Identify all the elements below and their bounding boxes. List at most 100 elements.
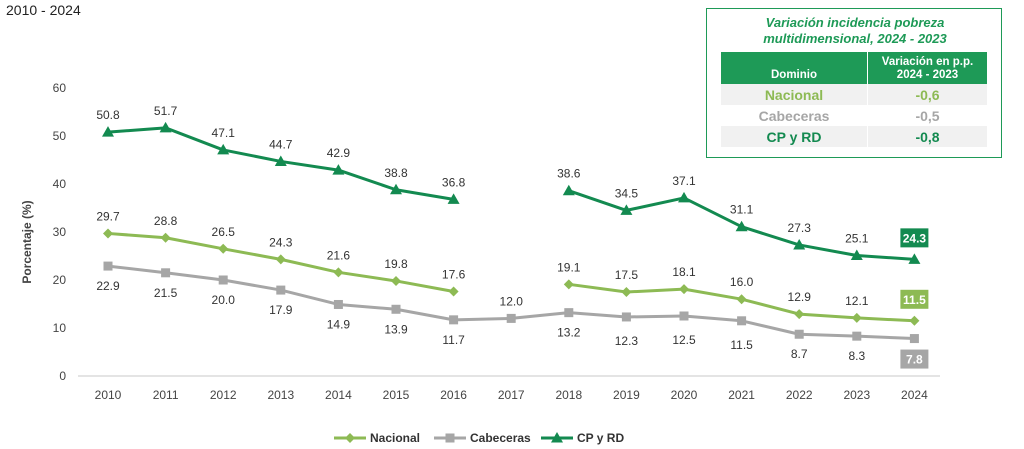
nacional-data-label: 18.1 bbox=[672, 265, 696, 279]
cpyrd-data-label: 25.1 bbox=[845, 232, 869, 246]
cpyrd-data-label: 38.6 bbox=[557, 167, 581, 181]
cabeceras-data-label: 11.7 bbox=[442, 333, 465, 347]
cpyrd-data-label: 31.1 bbox=[730, 203, 754, 217]
nacional-point bbox=[391, 275, 401, 286]
cabeceras-data-label: 12.0 bbox=[500, 294, 524, 308]
cpyrd-point bbox=[274, 155, 287, 166]
cabeceras-data-label: 12.3 bbox=[615, 334, 639, 348]
cabeceras-data-label: 21.5 bbox=[154, 286, 178, 300]
x-tick-label: 2015 bbox=[383, 388, 410, 402]
x-tick-label: 2018 bbox=[555, 388, 582, 402]
summary-box-title: Variación incidencia pobreza multidimens… bbox=[707, 15, 1003, 47]
x-tick-label: 2011 bbox=[153, 388, 179, 402]
cpyrd-data-label: 44.7 bbox=[269, 137, 293, 151]
cpyrd-point bbox=[102, 126, 114, 137]
cpyrd-data-label: 47.1 bbox=[212, 126, 236, 140]
cpyrd-data-label: 38.8 bbox=[384, 166, 408, 180]
chart-legend: Nacional Cabeceras CP y RD bbox=[334, 431, 624, 445]
row-valor: -0,6 bbox=[867, 84, 987, 105]
cabeceras-data-label: 13.2 bbox=[557, 326, 581, 340]
cpyrd-data-label: 51.7 bbox=[154, 104, 178, 118]
summary-title-line1: Variación incidencia pobreza bbox=[765, 15, 945, 30]
nacional-legend-marker bbox=[345, 433, 355, 443]
cabeceras-point bbox=[679, 311, 689, 321]
y-axis-title: Porcentaje (%) bbox=[20, 200, 34, 283]
y-tick-label: 30 bbox=[53, 225, 67, 239]
row-dominio: CP y RD bbox=[721, 126, 868, 147]
nacional-data-label: 24.3 bbox=[269, 235, 293, 249]
nacional-point bbox=[160, 232, 171, 243]
x-tick-label: 2014 bbox=[325, 388, 352, 402]
cpyrd-data-label: 24.3 bbox=[903, 231, 927, 245]
nacional-legend-label: Nacional bbox=[370, 431, 420, 445]
nacional-data-label: 28.8 bbox=[154, 214, 178, 228]
cpyrd-point bbox=[678, 191, 690, 203]
cabeceras-legend-marker bbox=[445, 433, 455, 443]
nacional-point bbox=[909, 315, 920, 326]
cpyrd-final-label-box bbox=[900, 228, 929, 248]
x-tick-label: 2013 bbox=[267, 388, 294, 402]
nacional-data-label: 19.8 bbox=[384, 257, 408, 271]
cabeceras-point bbox=[218, 275, 228, 285]
nacional-point bbox=[851, 312, 862, 323]
x-tick-label: 2016 bbox=[440, 388, 467, 402]
chart-data-labels: 29.7 28.8 26.5 24.3 21.6 19.8 17.6 19.1 17.5 18.1… bbox=[96, 104, 929, 369]
nacional-data-label: 17.6 bbox=[442, 268, 466, 282]
summary-box: Variación incidencia pobreza multidimens… bbox=[706, 8, 1002, 158]
chart-axes: 0 10 20 30 40 50 60 2010 2011 2012 2013 2014 2015 201… bbox=[20, 81, 940, 402]
cabeceras-legend-label: Cabeceras bbox=[470, 431, 531, 445]
nacional-data-label: 17.5 bbox=[615, 268, 639, 282]
nacional-data-label: 19.1 bbox=[557, 260, 581, 274]
cpyrd-data-label: 42.9 bbox=[327, 146, 351, 160]
row-valor: -0,5 bbox=[867, 105, 987, 126]
nacional-final-label-box bbox=[900, 289, 929, 309]
y-tick-label: 60 bbox=[53, 81, 67, 95]
cabeceras-data-label: 11.5 bbox=[730, 338, 753, 352]
header-variacion-line2: 2024 - 2023 bbox=[896, 69, 959, 81]
cabeceras-point bbox=[737, 316, 747, 326]
y-tick-label: 0 bbox=[59, 369, 66, 383]
cpyrd-legend-marker bbox=[551, 432, 563, 443]
cpyrd-data-label: 50.8 bbox=[96, 108, 120, 122]
cpyrd-data-label: 34.5 bbox=[615, 186, 639, 200]
cpyrd-point bbox=[447, 193, 460, 204]
cabeceras-point bbox=[794, 329, 804, 339]
nacional-data-label: 12.9 bbox=[788, 290, 812, 304]
header-variacion: Variación en p.p. 2024 - 2023 bbox=[867, 52, 987, 84]
cpyrd-legend-label: CP y RD bbox=[577, 431, 624, 445]
cabeceras-point bbox=[449, 315, 459, 325]
cpyrd-data-label: 37.1 bbox=[672, 174, 696, 188]
cabeceras-data-label: 13.9 bbox=[384, 322, 408, 336]
cpyrd-point bbox=[620, 204, 633, 215]
x-tick-label: 2021 bbox=[728, 388, 755, 402]
chart-subtitle: 2010 - 2024 bbox=[6, 2, 81, 18]
y-tick-label: 50 bbox=[53, 129, 67, 143]
cpyrd-point bbox=[390, 183, 402, 195]
cabeceras-point bbox=[621, 312, 631, 322]
cabeceras-final-label-box bbox=[900, 349, 929, 369]
cabeceras-point bbox=[333, 299, 343, 309]
cabeceras-point bbox=[103, 261, 113, 271]
nacional-data-label: 12.1 bbox=[845, 294, 869, 308]
x-tick-label: 2019 bbox=[613, 388, 640, 402]
cabeceras-data-label: 17.9 bbox=[269, 303, 293, 317]
summary-title-line2: multidimensional, 2024 - 2023 bbox=[763, 31, 947, 46]
x-tick-label: 2022 bbox=[786, 388, 813, 402]
row-dominio: Cabeceras bbox=[758, 107, 830, 124]
nacional-point bbox=[563, 279, 574, 290]
cpyrd-point bbox=[850, 249, 863, 261]
nacional-point bbox=[103, 228, 113, 239]
nacional-point bbox=[794, 309, 805, 320]
nacional-data-label: 11.5 bbox=[903, 293, 926, 307]
cpyrd-data-label: 27.3 bbox=[788, 221, 812, 235]
x-tick-label: 2023 bbox=[843, 388, 870, 402]
cabeceras-data-label: 8.7 bbox=[791, 347, 808, 361]
nacional-point bbox=[621, 287, 632, 297]
cabeceras-data-label: 7.8 bbox=[906, 353, 923, 367]
table-row: Cabeceras -0,5 bbox=[721, 105, 987, 126]
cabeceras-point bbox=[909, 334, 919, 344]
summary-table: Dominio Variación en p.p. 2024 - 2023 Na… bbox=[721, 52, 987, 147]
cpyrd-point bbox=[159, 121, 172, 133]
cpyrd-point bbox=[332, 164, 345, 175]
